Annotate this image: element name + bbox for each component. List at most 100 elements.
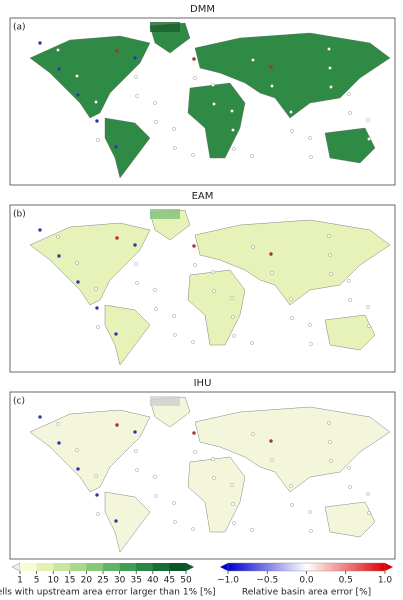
gauge-point [308,510,312,514]
gauge-point [135,281,139,285]
colorbar-tick-label: 20 [81,576,93,586]
gauge-point [269,439,273,443]
colorbar-extend [385,563,393,571]
gauge-point [250,528,254,532]
gauge-point [154,120,158,124]
gauge-point [57,441,61,445]
gauge-point [367,324,371,328]
gauge-point [193,263,197,267]
gauge-point [347,92,351,96]
gauge-point [57,67,61,71]
colorbar-tick-label: 0.0 [299,576,314,586]
gauge-point [270,271,274,275]
gauge-point [95,119,99,123]
accent-patch [150,396,180,406]
gauge-point [135,94,139,98]
gauge-point [115,49,119,53]
colorbar-swatch [20,563,37,571]
gauge-point [270,458,274,462]
gauge-point [327,421,331,425]
world-map [29,209,391,366]
gauge-point [153,475,157,479]
gauge-point [134,449,138,453]
gauge-point [347,279,351,283]
gauge-point [329,459,333,463]
panel-label: (c) [13,397,25,407]
colorbar-tick-label: 25 [97,576,108,586]
gauge-point [328,66,332,70]
panel-frame [9,17,396,186]
gauge-point [192,57,196,61]
panel-label: (a) [13,23,26,33]
panel-label: (b) [13,210,26,220]
gauge-point [192,431,196,435]
gauge-point [212,289,216,293]
colorbar-label: Relative basin area error [%] [242,588,371,598]
gauge-point [269,65,273,69]
colorbar-swatch [103,563,120,571]
gauge-point [133,430,137,434]
gauge-point [154,494,158,498]
gauge-point [308,323,312,327]
gauge-point [191,153,195,157]
gauge-point [134,75,138,79]
gauge-point [96,325,100,329]
accent-patch [150,209,180,219]
colorbar-tick-label: 45 [164,576,175,586]
gauge-point [289,484,293,488]
gauge-point [309,529,313,533]
gauge-point [56,235,60,239]
gauge-point [309,155,313,159]
colorbar-swatch [119,563,137,571]
gauge-point [212,476,216,480]
gauge-point [366,305,370,309]
gauge-point [94,287,98,291]
gauge-point [95,306,99,310]
gauge-point [348,485,352,489]
gauge-point [56,422,60,426]
colorbar-tick-label: 1.0 [378,576,393,586]
gauge-point [289,297,293,301]
gauge-point [329,85,333,89]
gauge-point [172,501,176,505]
world-map [29,396,391,553]
gauge-point [367,137,371,141]
gauge-point [133,56,137,60]
gauge-point [328,253,332,257]
gauge-point [231,128,235,132]
gauge-point [269,252,273,256]
gauge-point [232,521,236,525]
colorbar-tick-label: 0.5 [339,576,353,586]
gauge-point [95,493,99,497]
gauge-point [135,468,139,472]
gauge-point [251,58,255,62]
gauge-point [76,93,80,97]
gauge-point [230,296,234,300]
gauge-point [289,110,293,114]
gauge-point [270,84,274,88]
gauge-point [133,243,137,247]
colorbar-gradient [227,562,386,572]
gauge-point [232,147,236,151]
gauge-point [367,511,371,515]
gauge-point [173,146,177,150]
gauge-point [251,432,255,436]
world-map [29,22,391,179]
gauge-point [153,101,157,105]
colorbar-swatch [136,563,154,571]
gauge-point [75,261,79,265]
gauge-point [94,474,98,478]
panel-title: IHU [194,378,212,389]
colorbar-swatch [53,563,71,571]
panel-frame [9,391,396,560]
gauge-point [115,423,119,427]
gauge-point [231,315,235,319]
gauge-point [153,288,157,292]
gauge-point [38,228,42,232]
gauge-point [172,127,176,131]
colorbar-tick-label: 30 [114,576,126,586]
gauge-point [347,466,351,470]
panel-title: EAM [192,191,214,202]
colorbar-extend [185,562,195,572]
colorbar-swatch [152,563,170,571]
